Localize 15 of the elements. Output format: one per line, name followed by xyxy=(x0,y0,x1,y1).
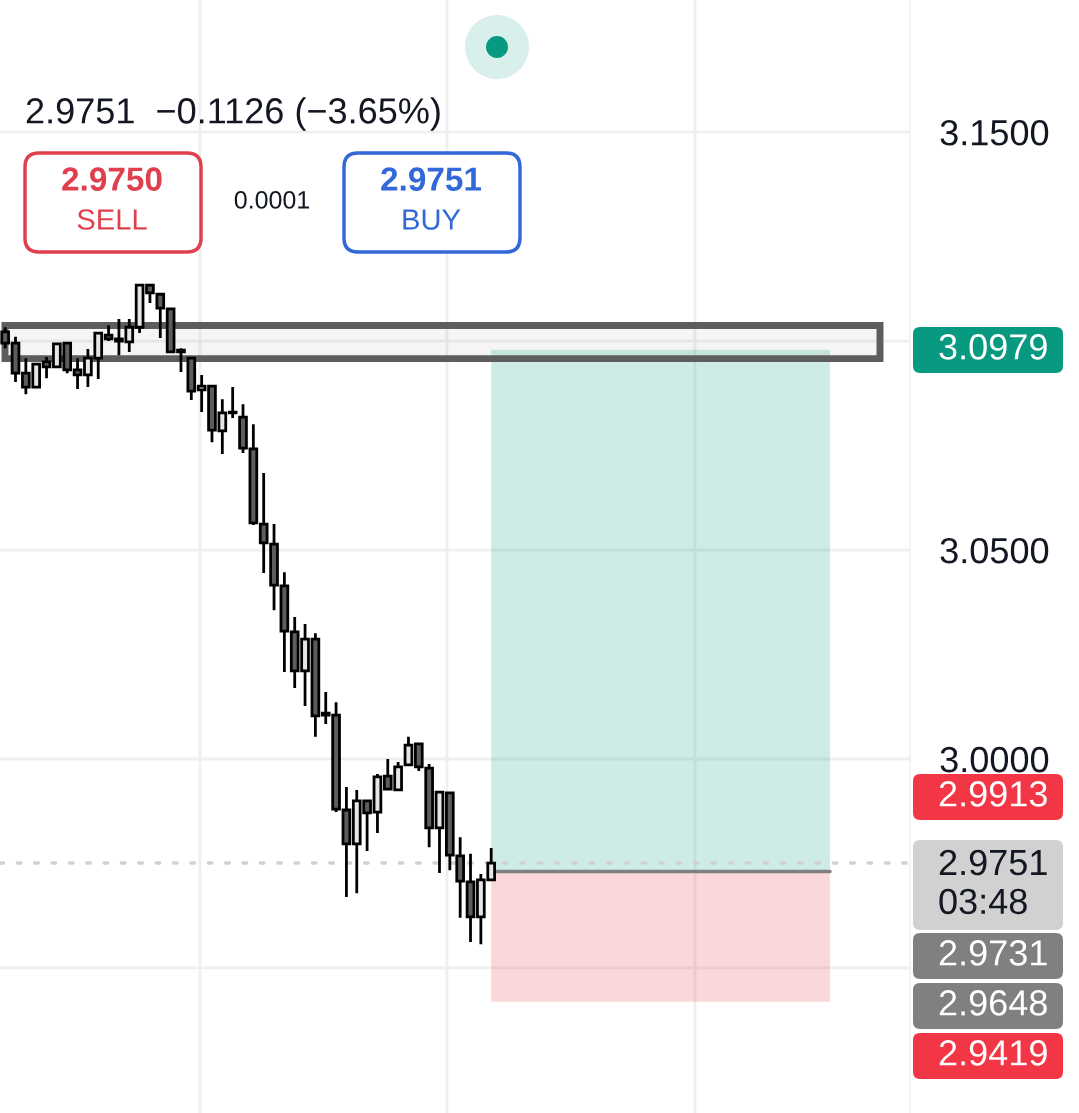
ref-line-label: 2.9751 03:48 xyxy=(939,849,1047,915)
annotation: 2.9750 xyxy=(62,167,162,191)
text: 3.0979 xyxy=(939,334,1047,360)
annotation: SELL xyxy=(77,209,147,230)
text: 2.9419 xyxy=(939,1040,1047,1066)
annotation: 2.9751 −0.1126 (−3.65%) xyxy=(26,97,440,131)
y-tick-label: 3.0500 xyxy=(940,537,1049,564)
text: 2.9913 xyxy=(939,781,1047,807)
y-tick-label: 3.1500 xyxy=(940,119,1049,146)
y-tick-label: 3.0000 xyxy=(940,746,1049,773)
annotation: 0.0001 xyxy=(234,191,310,209)
annotation: BUY xyxy=(403,209,461,230)
text: 2.9648 xyxy=(939,990,1047,1016)
text: 2.9731 xyxy=(939,940,1047,966)
annotation: 2.9751 xyxy=(381,167,482,191)
